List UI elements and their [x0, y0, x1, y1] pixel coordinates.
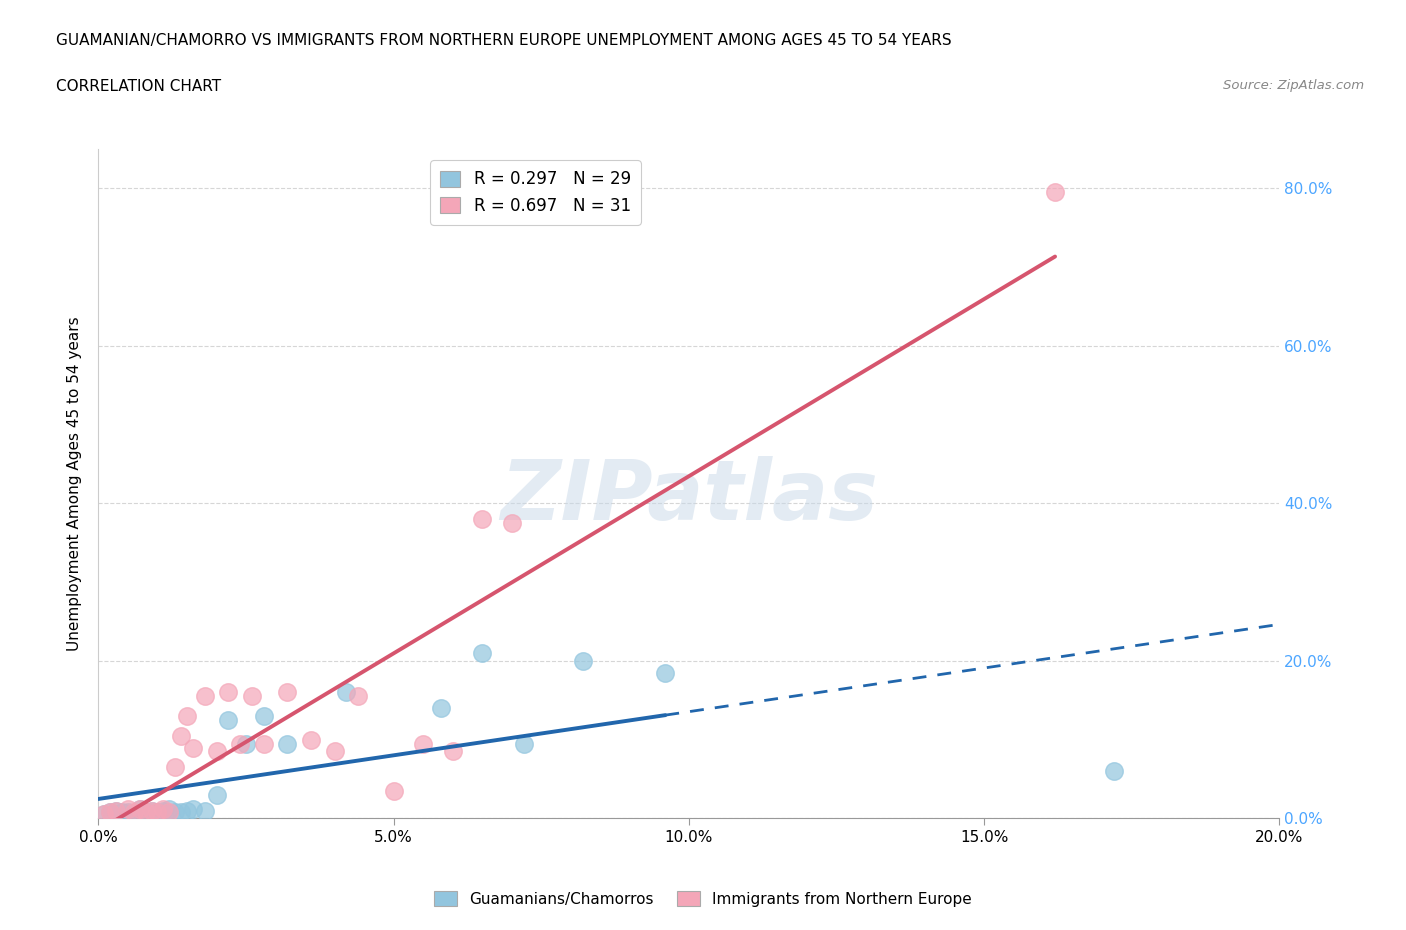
- Point: [170, 804, 193, 819]
- Point: [165, 760, 187, 775]
- Point: [117, 802, 139, 817]
- Point: [253, 709, 276, 724]
- Text: ZIPatlas: ZIPatlas: [501, 457, 877, 538]
- Legend: Guamanians/Chamorros, Immigrants from Northern Europe: Guamanians/Chamorros, Immigrants from No…: [429, 885, 977, 913]
- Point: [571, 654, 593, 669]
- Point: [93, 807, 115, 822]
- Point: [146, 804, 169, 819]
- Point: [181, 740, 204, 755]
- Text: Source: ZipAtlas.com: Source: ZipAtlas.com: [1223, 79, 1364, 92]
- Point: [323, 744, 346, 759]
- Point: [205, 744, 228, 759]
- Point: [141, 804, 163, 818]
- Point: [141, 804, 163, 818]
- Text: CORRELATION CHART: CORRELATION CHART: [56, 79, 221, 94]
- Point: [430, 700, 453, 715]
- Point: [146, 804, 169, 819]
- Point: [194, 689, 217, 704]
- Point: [98, 804, 121, 819]
- Point: [335, 684, 357, 699]
- Point: [152, 802, 174, 817]
- Point: [194, 804, 217, 818]
- Point: [217, 684, 239, 699]
- Point: [135, 804, 157, 819]
- Point: [170, 728, 193, 743]
- Point: [229, 737, 252, 751]
- Point: [165, 804, 187, 819]
- Point: [501, 515, 523, 530]
- Point: [347, 689, 370, 704]
- Point: [128, 802, 150, 817]
- Point: [382, 783, 405, 798]
- Legend: R = 0.297   N = 29, R = 0.697   N = 31: R = 0.297 N = 29, R = 0.697 N = 31: [430, 161, 641, 225]
- Point: [105, 804, 128, 818]
- Point: [205, 788, 228, 803]
- Point: [111, 804, 134, 819]
- Point: [235, 737, 257, 751]
- Point: [122, 804, 145, 819]
- Point: [217, 712, 239, 727]
- Text: GUAMANIAN/CHAMORRO VS IMMIGRANTS FROM NORTHERN EUROPE UNEMPLOYMENT AMONG AGES 45: GUAMANIAN/CHAMORRO VS IMMIGRANTS FROM NO…: [56, 33, 952, 47]
- Point: [240, 689, 263, 704]
- Point: [471, 512, 494, 526]
- Point: [253, 737, 276, 751]
- Point: [1043, 185, 1066, 200]
- Point: [412, 737, 434, 751]
- Y-axis label: Unemployment Among Ages 45 to 54 years: Unemployment Among Ages 45 to 54 years: [67, 316, 83, 651]
- Point: [276, 737, 298, 751]
- Point: [105, 804, 128, 818]
- Point: [276, 684, 298, 699]
- Point: [654, 665, 676, 680]
- Point: [128, 802, 150, 817]
- Point: [299, 732, 322, 747]
- Point: [471, 645, 494, 660]
- Point: [117, 804, 139, 819]
- Point: [441, 744, 464, 759]
- Point: [93, 807, 115, 822]
- Point: [122, 806, 145, 821]
- Point: [98, 804, 121, 819]
- Point: [512, 737, 534, 751]
- Point: [157, 802, 180, 817]
- Point: [1102, 764, 1125, 778]
- Point: [157, 804, 180, 819]
- Point: [152, 804, 174, 818]
- Point: [176, 709, 198, 724]
- Point: [135, 804, 157, 819]
- Point: [176, 804, 198, 818]
- Point: [181, 802, 204, 817]
